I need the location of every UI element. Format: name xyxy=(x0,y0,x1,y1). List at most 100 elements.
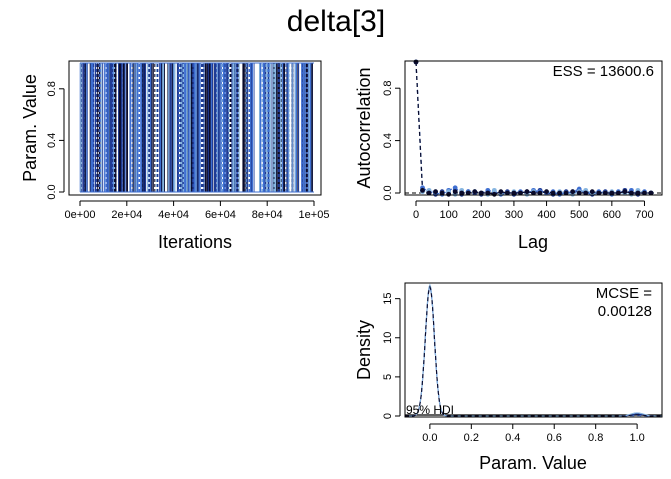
x-tick-label: 0 xyxy=(413,209,419,221)
acf-point xyxy=(635,190,641,196)
acf-point xyxy=(629,190,634,196)
density-y-label: Density xyxy=(354,320,374,380)
autocorrelation-panel: 0 100 200 300 400 500 600 700 0.0 0.4 0.8 ESS = 1… xyxy=(354,59,663,252)
acf-point xyxy=(413,59,419,65)
x-tick-label: 0.4 xyxy=(505,432,520,444)
x-tick-label: 0.0 xyxy=(422,432,437,444)
acf-x-label: Lag xyxy=(518,232,548,252)
density-curve xyxy=(405,285,662,417)
acf-series-line xyxy=(415,61,651,195)
trace-panel: 0e+00 2e+04 4e+04 6e+04 8e+04 1e+05 0.0 0.4 0.8… xyxy=(20,60,330,252)
x-tick-label: 0e+00 xyxy=(65,209,96,221)
acf-point xyxy=(531,190,536,196)
acf-point xyxy=(576,190,582,196)
density-curves xyxy=(405,283,662,417)
acf-point xyxy=(583,190,589,196)
acf-y-label: Autocorrelation xyxy=(354,67,374,188)
y-tick-label: 5 xyxy=(382,374,394,380)
mcse-annotation-line-2: 0.00128 xyxy=(598,303,652,320)
acf-series-line xyxy=(415,61,651,195)
x-tick-label: 300 xyxy=(505,209,523,221)
mcse-annotation-line-1: MCSE = xyxy=(596,285,653,302)
acf-point xyxy=(472,189,478,195)
x-tick-label: 100 xyxy=(439,209,457,221)
acf-point xyxy=(478,190,484,196)
acf-point xyxy=(420,187,425,193)
y-tick-label: 0.4 xyxy=(46,133,58,148)
x-tick-label: 0.8 xyxy=(588,432,603,444)
y-tick-label: 15 xyxy=(382,293,394,305)
acf-x-axis: 0 100 200 300 400 500 600 700 xyxy=(413,200,654,221)
acf-point xyxy=(485,190,491,196)
trace-chains xyxy=(79,62,314,193)
x-tick-label: 700 xyxy=(635,209,653,221)
x-tick-label: 8e+04 xyxy=(252,209,283,221)
acf-series-line xyxy=(415,61,651,195)
x-tick-label: 2e+04 xyxy=(111,209,142,221)
acf-point xyxy=(544,189,549,195)
acf-plot-frame xyxy=(404,60,663,196)
acf-point xyxy=(602,190,608,196)
x-tick-label: 400 xyxy=(537,209,555,221)
acf-point xyxy=(622,189,628,195)
acf-y-axis: 0.0 0.4 0.8 xyxy=(382,81,401,201)
density-x-label: Param. Value xyxy=(479,453,587,473)
acf-point xyxy=(452,189,458,195)
density-panel: 0.0 0.2 0.4 0.6 0.8 1.0 0 5 10 15 MCSE = 0.00128… xyxy=(354,282,663,473)
acf-point xyxy=(550,190,556,196)
trace-y-label: Param. Value xyxy=(20,74,40,182)
acf-series-line xyxy=(415,61,652,195)
acf-point xyxy=(426,190,432,196)
y-tick-label: 0.0 xyxy=(382,185,394,200)
acf-point xyxy=(596,190,602,196)
x-tick-label: 4e+04 xyxy=(158,209,189,221)
acf-point xyxy=(557,190,563,196)
acf-point xyxy=(459,190,465,196)
ess-annotation: ESS = 13600.6 xyxy=(553,63,654,80)
acf-point xyxy=(504,190,510,196)
acf-point xyxy=(511,190,517,196)
x-tick-label: 1.0 xyxy=(629,432,644,444)
acf-point xyxy=(439,190,445,196)
acf-point xyxy=(615,190,621,196)
figure-title: delta[3] xyxy=(287,5,385,38)
trace-x-label: Iterations xyxy=(158,232,232,252)
y-tick-label: 10 xyxy=(382,332,394,344)
x-tick-label: 1e+05 xyxy=(299,209,330,221)
acf-point xyxy=(524,189,530,195)
density-x-axis: 0.0 0.2 0.4 0.6 0.8 1.0 xyxy=(422,423,645,444)
y-tick-label: 0.8 xyxy=(46,81,58,96)
acf-series xyxy=(405,59,662,197)
acf-point xyxy=(491,187,497,193)
acf-point xyxy=(642,190,647,196)
x-tick-label: 6e+04 xyxy=(205,209,236,221)
acf-point xyxy=(491,191,497,197)
acf-point xyxy=(537,190,543,196)
acf-point xyxy=(452,185,458,191)
y-tick-label: 0.8 xyxy=(382,81,394,96)
acf-point xyxy=(648,190,654,196)
density-plot-frame xyxy=(404,282,663,418)
acf-point xyxy=(433,189,438,195)
y-tick-label: 0.0 xyxy=(46,184,58,199)
acf-point xyxy=(498,189,504,195)
acf-point xyxy=(446,191,452,197)
trace-y-axis: 0.0 0.4 0.8 xyxy=(46,81,65,200)
x-tick-label: 0.6 xyxy=(547,432,562,444)
hdi-label: 95% HDI xyxy=(406,403,454,417)
acf-point xyxy=(563,190,569,196)
x-tick-label: 0.2 xyxy=(464,432,479,444)
acf-point xyxy=(518,190,523,196)
x-tick-label: 500 xyxy=(570,209,588,221)
trace-x-axis: 0e+00 2e+04 4e+04 6e+04 8e+04 1e+05 xyxy=(65,200,330,221)
y-tick-label: 0 xyxy=(382,413,394,419)
acf-point xyxy=(609,190,615,196)
acf-point xyxy=(589,189,595,195)
x-tick-label: 600 xyxy=(603,209,621,221)
acf-point xyxy=(570,189,576,195)
density-y-axis: 0 5 10 15 xyxy=(382,293,401,419)
acf-point xyxy=(465,190,471,196)
y-tick-label: 0.4 xyxy=(382,133,394,148)
x-tick-label: 200 xyxy=(472,209,490,221)
